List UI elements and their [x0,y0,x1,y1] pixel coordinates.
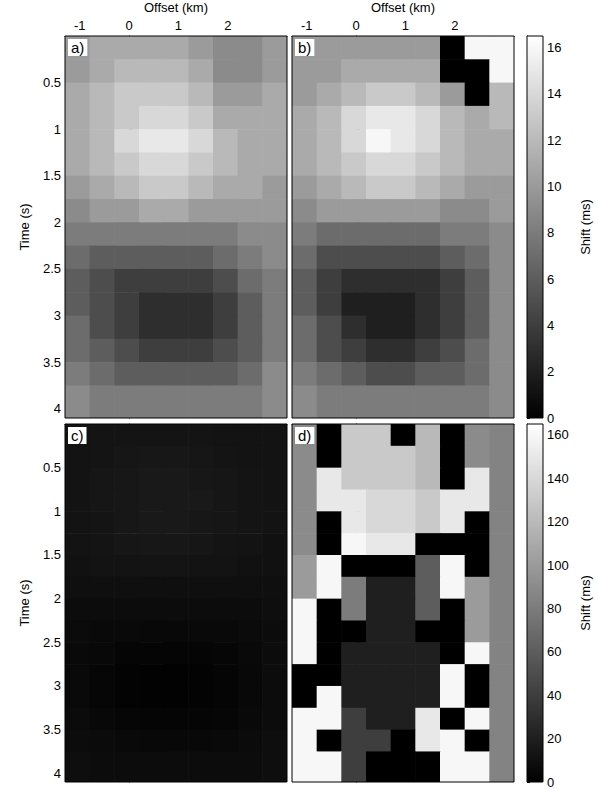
svg-text:120: 120 [547,514,569,529]
svg-text:2.5: 2.5 [43,261,61,276]
svg-text:b): b) [298,39,311,56]
svg-text:Time (s): Time (s) [17,203,32,250]
svg-text:0.5: 0.5 [43,75,61,90]
svg-text:c): c) [71,427,84,444]
svg-text:3.5: 3.5 [43,722,61,737]
svg-text:14: 14 [547,86,561,101]
svg-text:2: 2 [451,18,458,33]
svg-text:2: 2 [54,591,61,606]
svg-text:0.5: 0.5 [43,460,61,475]
svg-text:1: 1 [175,18,182,33]
svg-text:8: 8 [547,225,554,240]
svg-text:4: 4 [54,401,61,416]
svg-text:1: 1 [54,504,61,519]
svg-text:6: 6 [547,272,554,287]
svg-text:3.5: 3.5 [43,355,61,370]
svg-text:1.5: 1.5 [43,168,61,183]
svg-text:16: 16 [547,40,561,55]
svg-text:2.5: 2.5 [43,635,61,650]
svg-text:Time (s): Time (s) [17,579,32,626]
svg-text:1: 1 [54,122,61,137]
svg-text:80: 80 [547,601,561,616]
svg-text:1: 1 [402,18,409,33]
svg-text:3: 3 [54,678,61,693]
svg-text:-1: -1 [74,18,86,33]
svg-text:0: 0 [547,411,554,426]
svg-text:-1: -1 [301,18,313,33]
svg-text:3: 3 [54,308,61,323]
svg-text:20: 20 [547,731,561,746]
svg-text:4: 4 [54,766,61,781]
svg-text:10: 10 [547,179,561,194]
svg-text:0: 0 [353,18,360,33]
svg-text:Offset (km): Offset (km) [144,0,208,15]
svg-text:2: 2 [224,18,231,33]
svg-text:Shift (ms): Shift (ms) [578,575,593,631]
svg-text:40: 40 [547,688,561,703]
svg-text:140: 140 [547,471,569,486]
svg-text:d): d) [298,427,311,444]
svg-text:a): a) [71,39,84,56]
svg-text:0: 0 [126,18,133,33]
svg-text:0: 0 [547,775,554,789]
svg-text:100: 100 [547,558,569,573]
svg-text:Shift (ms): Shift (ms) [578,199,593,255]
svg-text:1.5: 1.5 [43,547,61,562]
svg-text:60: 60 [547,644,561,659]
svg-text:160: 160 [547,427,569,442]
svg-text:2: 2 [547,364,554,379]
svg-text:Offset (km): Offset (km) [371,0,435,15]
svg-text:12: 12 [547,133,561,148]
svg-text:4: 4 [547,318,554,333]
svg-text:2: 2 [54,215,61,230]
